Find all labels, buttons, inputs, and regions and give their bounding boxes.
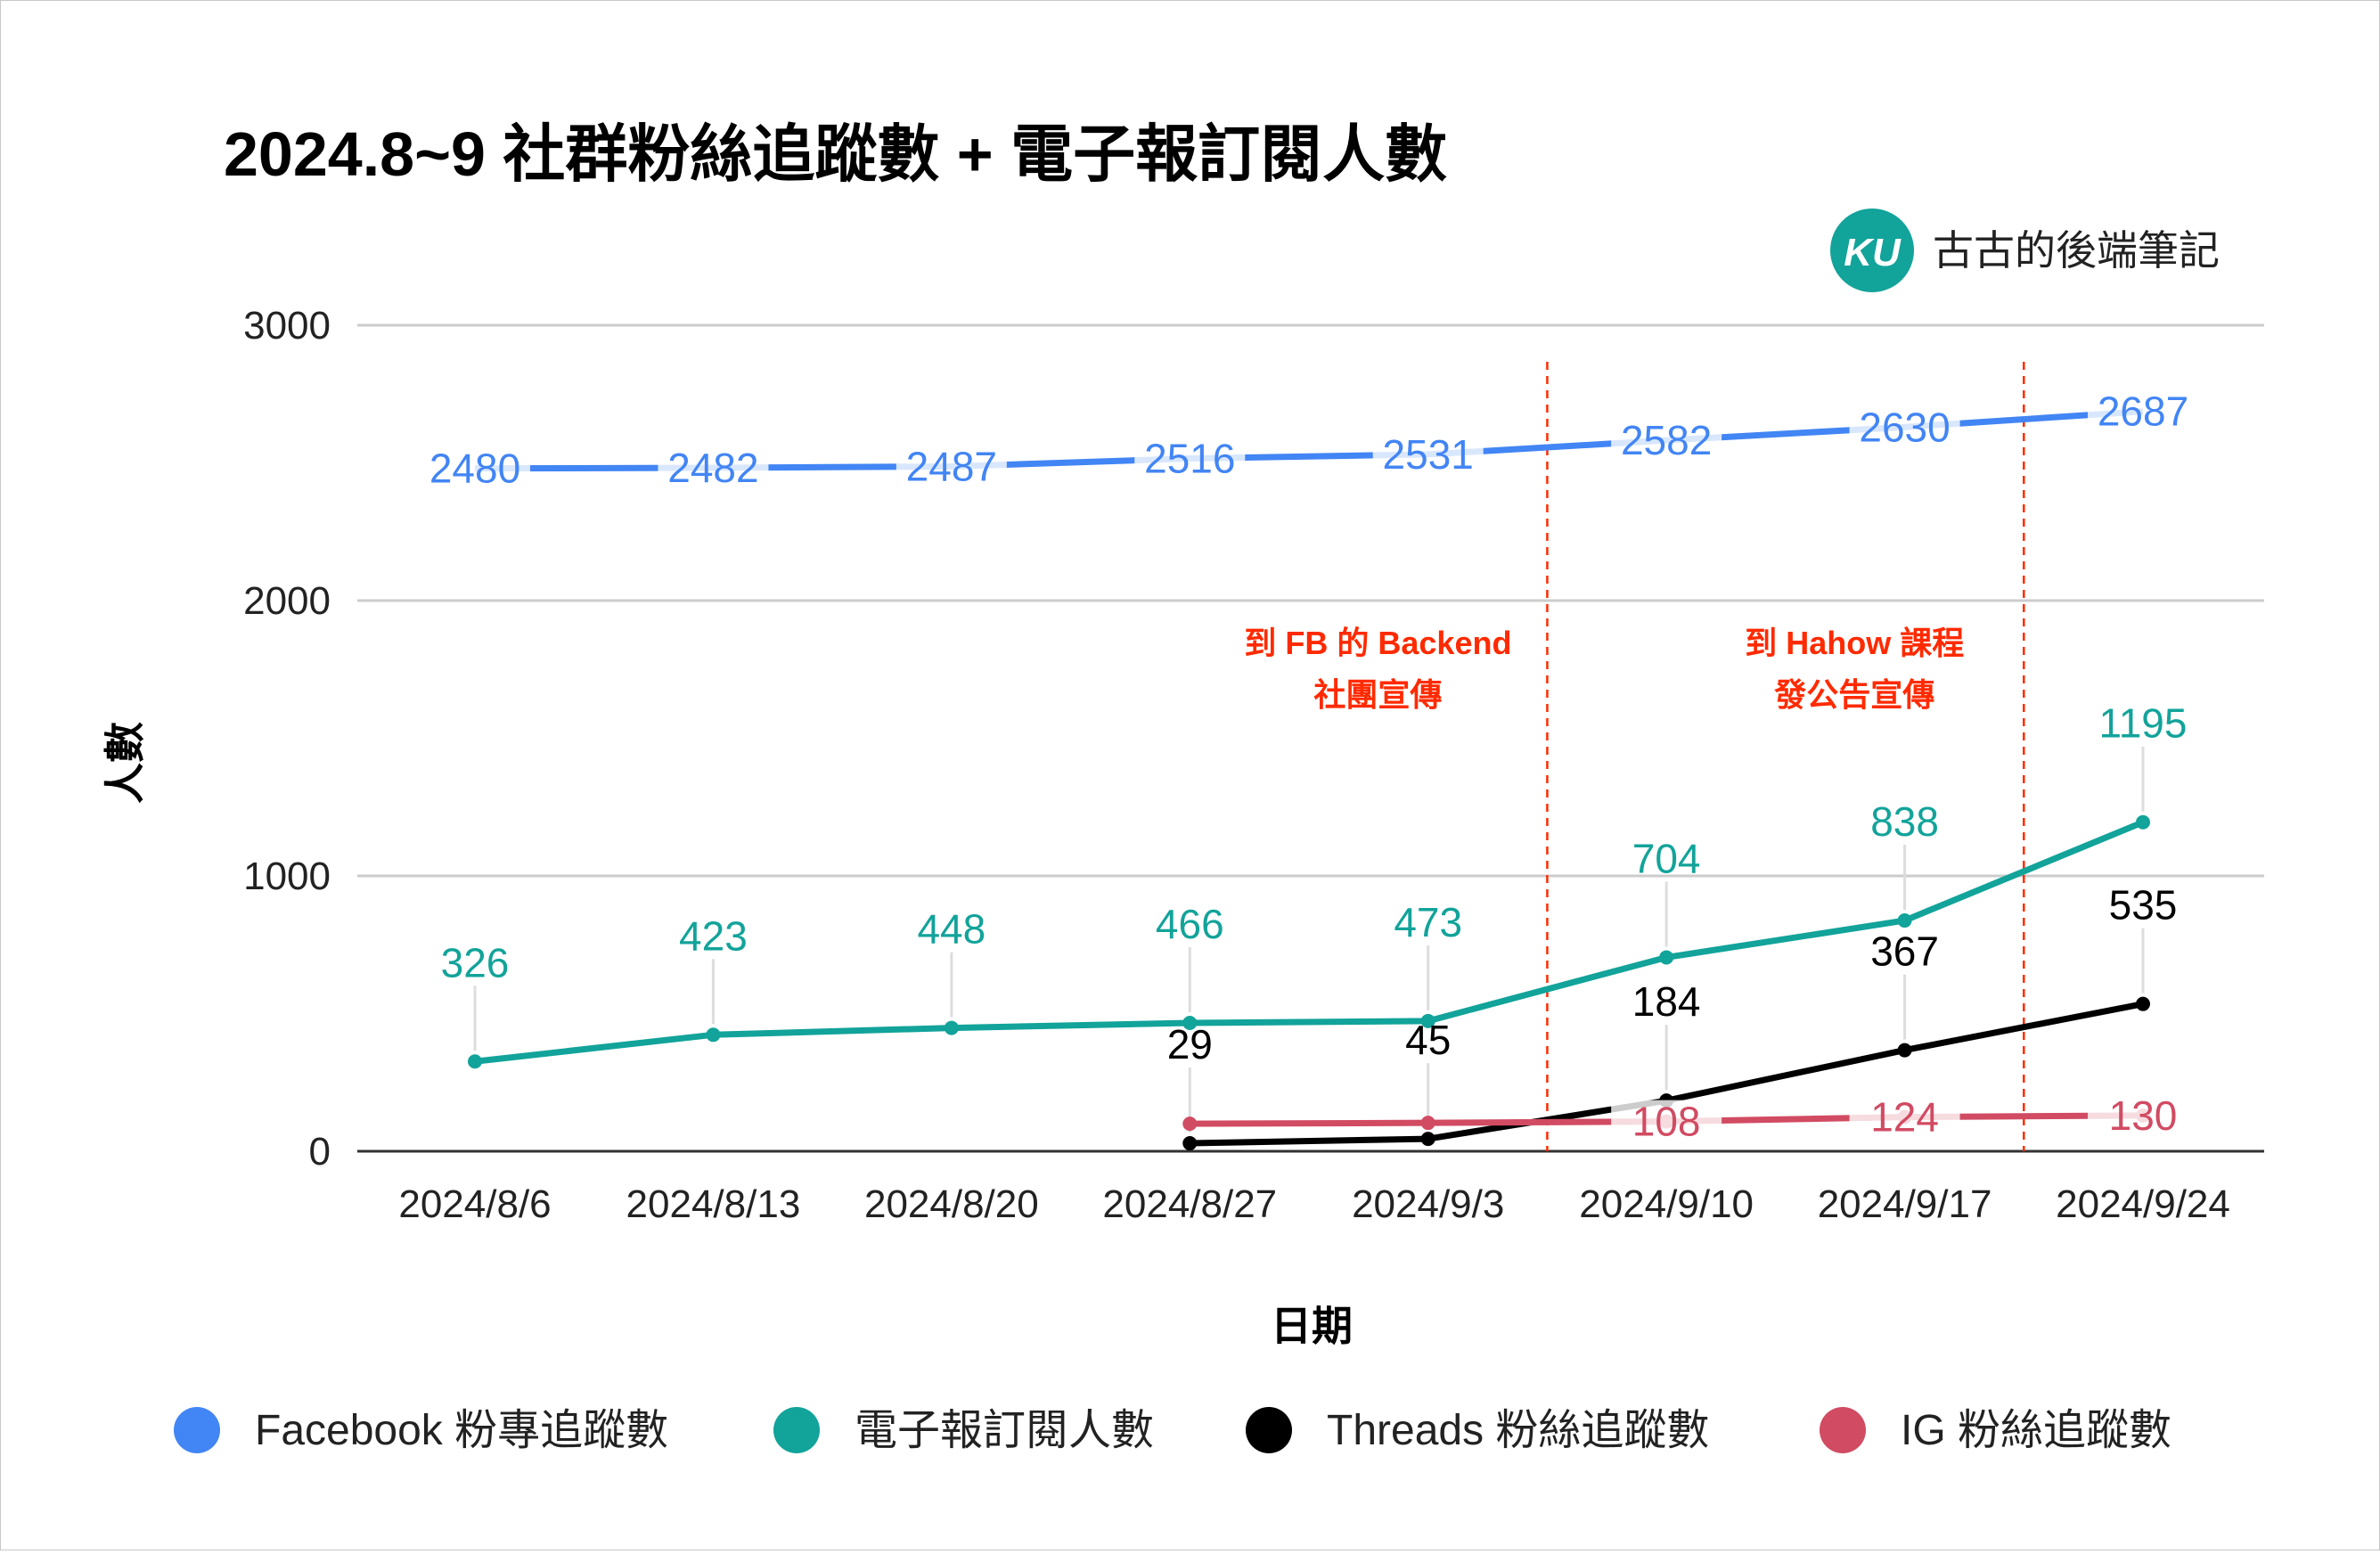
data-label-bg <box>1611 1100 1722 1143</box>
data-label: 448 <box>917 906 986 953</box>
data-label-bg <box>420 446 530 490</box>
data-label: 838 <box>1870 798 1939 845</box>
legend-label: IG 粉絲追蹤數 <box>1901 1407 2171 1454</box>
x-tick-label: 2024/9/17 <box>1818 1182 1992 1226</box>
legend: Facebook 粉專追蹤數 電子報訂閱人數 Threads 粉絲追蹤數 IG 粉絲追… <box>174 1407 2171 1454</box>
data-label: 124 <box>1870 1094 1939 1141</box>
legend-marker <box>1246 1407 1292 1453</box>
data-point <box>2136 996 2150 1011</box>
data-point <box>1182 1116 1198 1132</box>
data-label-bg <box>896 445 1007 488</box>
legend-marker <box>174 1407 220 1453</box>
annotation-text: 到 Hahow 課程 <box>1745 625 1964 661</box>
annotation-text: 到 FB 的 Backend <box>1244 625 1511 661</box>
annotation-text: 社團宣傳 <box>1313 676 1442 713</box>
data-label: 130 <box>2109 1092 2178 1139</box>
x-tick-label: 2024/8/20 <box>864 1182 1039 1226</box>
x-tick-label: 2024/9/24 <box>2056 1182 2230 1226</box>
data-point <box>1420 1132 1435 1147</box>
brand-name: 古古的後端筆記 <box>1933 227 2220 274</box>
series-line <box>474 819 2145 1065</box>
data-label: 704 <box>1632 835 1701 881</box>
y-tick-label: 1000 <box>243 855 331 898</box>
brand: KU 古古的後端筆記 <box>1830 209 2220 292</box>
data-point <box>1659 950 1674 965</box>
brand-logo-text: KU <box>1844 231 1902 274</box>
series-3: 108 124 130 <box>1182 1092 2198 1145</box>
data-label: 184 <box>1632 978 1701 1025</box>
series-1: 326 423 448 466 473 704 838 1195 <box>441 700 2188 1069</box>
legend-label: 電子報訂閱人數 <box>855 1407 1154 1454</box>
brand-logo <box>1830 209 1914 292</box>
data-label-bg <box>1134 437 1246 480</box>
legend-label: Facebook 粉專追蹤數 <box>255 1407 668 1454</box>
series-group: 2480 2482 2487 2516 2531 2582 2630 2687 326 423 44… <box>420 388 2198 1151</box>
data-label: 466 <box>1156 901 1224 947</box>
data-label: 45 <box>1405 1017 1451 1063</box>
data-point <box>1897 913 1912 928</box>
x-tick-label: 2024/8/27 <box>1102 1182 1277 1226</box>
y-axis-label: 人數 <box>102 722 148 804</box>
data-point <box>2136 814 2150 830</box>
data-label: 2516 <box>1144 436 1235 482</box>
data-label-bg <box>2088 389 2198 433</box>
data-label: 2480 <box>429 446 520 492</box>
annotation-text: 發公告宣傳 <box>1773 676 1934 713</box>
data-point <box>1897 1043 1912 1058</box>
y-tick-label: 3000 <box>243 304 331 348</box>
series-2: 29 45 184 367 535 <box>1167 882 2178 1151</box>
legend-marker <box>1820 1407 1866 1453</box>
data-point <box>1182 1016 1198 1031</box>
data-label-bg <box>1849 1095 1960 1139</box>
x-tick-label: 2024/9/3 <box>1352 1182 1504 1226</box>
grid: 0 1000 2000 3000 <box>243 304 2264 1174</box>
data-label: 29 <box>1167 1021 1213 1067</box>
data-label: 473 <box>1394 899 1462 945</box>
data-label-bg <box>1611 419 1722 462</box>
data-label-bg <box>2088 1093 2198 1137</box>
data-label: 2582 <box>1621 417 1712 463</box>
series-0: 2480 2482 2487 2516 2531 2582 2630 2687 <box>420 388 2198 492</box>
data-label: 2630 <box>1859 404 1950 450</box>
data-label: 2482 <box>667 445 758 491</box>
data-label-bg <box>658 446 769 490</box>
legend-label: Threads 粉絲追蹤數 <box>1327 1407 1709 1454</box>
data-point <box>468 1054 482 1069</box>
data-label-bg <box>1849 405 1960 449</box>
data-label: 2531 <box>1383 431 1474 478</box>
data-point <box>706 1027 721 1043</box>
data-label-bg <box>1372 432 1484 476</box>
y-tick-label: 0 <box>309 1130 331 1174</box>
data-point <box>944 1020 959 1035</box>
chart-title: 2024.8~9 社群粉絲追蹤數 + 電子報訂閱人數 <box>224 119 1447 189</box>
data-label: 108 <box>1632 1099 1701 1145</box>
legend-marker <box>773 1407 820 1453</box>
data-label: 326 <box>441 939 510 986</box>
x-tick-label: 2024/8/13 <box>626 1182 801 1226</box>
x-axis-ticks: 2024/8/6 2024/8/13 2024/8/20 2024/8/27 2024/… <box>398 1182 2230 1226</box>
x-tick-label: 2024/8/6 <box>398 1182 551 1226</box>
data-point <box>1420 1013 1435 1028</box>
data-label: 1195 <box>2099 700 2188 747</box>
data-label: 367 <box>1870 928 1939 975</box>
x-tick-label: 2024/9/10 <box>1579 1182 1754 1226</box>
data-label: 423 <box>679 912 748 959</box>
data-point <box>1182 1136 1198 1151</box>
x-axis-label: 日期 <box>1271 1303 1353 1349</box>
data-label: 2687 <box>2098 388 2188 435</box>
data-point <box>1420 1116 1435 1131</box>
data-label: 2487 <box>906 444 997 490</box>
y-tick-label: 2000 <box>243 579 331 623</box>
data-label: 535 <box>2109 882 2178 928</box>
